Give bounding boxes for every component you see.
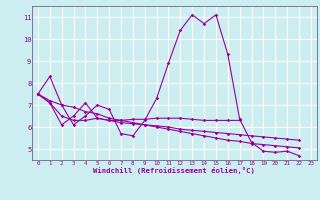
X-axis label: Windchill (Refroidissement éolien,°C): Windchill (Refroidissement éolien,°C): [93, 167, 255, 174]
